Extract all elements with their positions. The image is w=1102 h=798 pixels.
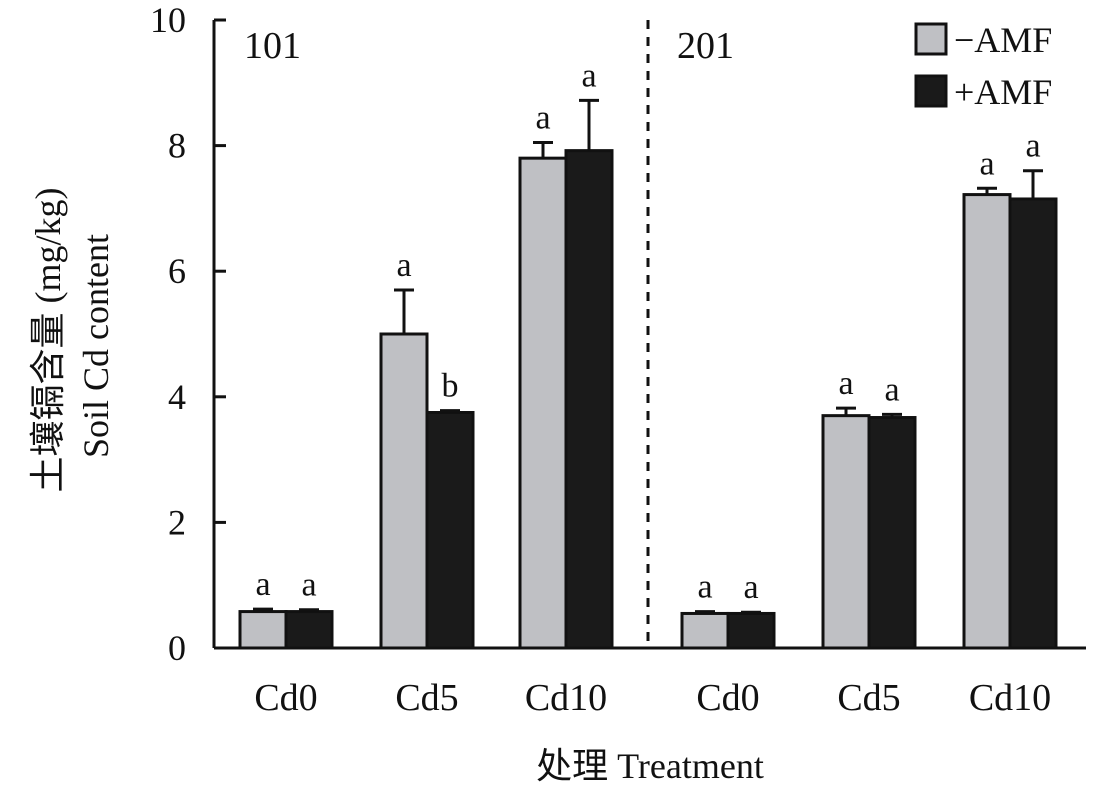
- x-tick-label: Cd0: [254, 677, 317, 719]
- bar: [379, 332, 429, 650]
- bar: [425, 411, 475, 650]
- bars-layer: [238, 98, 1058, 650]
- legend-swatch-minus-amf: [914, 22, 948, 56]
- significance-letter: a: [697, 569, 712, 606]
- y-tick-label: 10: [150, 0, 186, 40]
- x-tick-label: Cd0: [696, 677, 759, 719]
- x-axis-title: 处理 Treatment: [536, 746, 764, 786]
- significance-letter: a: [535, 99, 550, 136]
- bar: [962, 193, 1012, 650]
- y-tick-label: 0: [168, 628, 186, 668]
- bar: [518, 156, 568, 650]
- significance-letter: a: [743, 569, 758, 606]
- legend-label-minus-amf: −AMF: [954, 20, 1052, 60]
- bar: [284, 610, 334, 650]
- y-tick-label: 4: [168, 377, 186, 417]
- x-tick-label: Cd10: [969, 677, 1051, 719]
- significance-letter: a: [255, 566, 270, 603]
- y-axis-title-en: Soil Cd content: [76, 234, 116, 458]
- bar: [238, 610, 288, 650]
- y-tick-label: 2: [168, 502, 186, 542]
- y-tick-label: 8: [168, 126, 186, 166]
- bar: [1008, 197, 1058, 650]
- significance-letter: a: [396, 247, 411, 284]
- legend-swatch-plus-amf: [914, 74, 948, 108]
- y-tick-label: 6: [168, 251, 186, 291]
- y-axis-title-cn: 土壤镉含量 (mg/kg): [28, 188, 68, 493]
- bar: [564, 149, 614, 650]
- significance-letter: a: [838, 365, 853, 402]
- legend: −AMF +AMF: [914, 20, 1052, 112]
- significance-letter: a: [1025, 128, 1040, 165]
- bar: [680, 611, 730, 650]
- bar: [821, 414, 871, 650]
- x-tick-label: Cd5: [395, 677, 458, 719]
- significance-letter: a: [581, 57, 596, 94]
- bar: [726, 611, 776, 650]
- group-label-101: 101: [244, 25, 301, 67]
- ticks-layer: 0 2 4 6 8 10: [150, 0, 226, 668]
- x-tick-label: Cd5: [837, 677, 900, 719]
- significance-letter: a: [979, 145, 994, 182]
- legend-label-plus-amf: +AMF: [954, 72, 1052, 112]
- significance-letter: a: [884, 371, 899, 408]
- significance-letter: b: [442, 368, 459, 405]
- group-label-201: 201: [677, 25, 734, 67]
- significance-letter: a: [301, 567, 316, 604]
- bar: [867, 416, 917, 650]
- axes-layer: [212, 20, 1086, 650]
- x-tick-label: Cd10: [525, 677, 607, 719]
